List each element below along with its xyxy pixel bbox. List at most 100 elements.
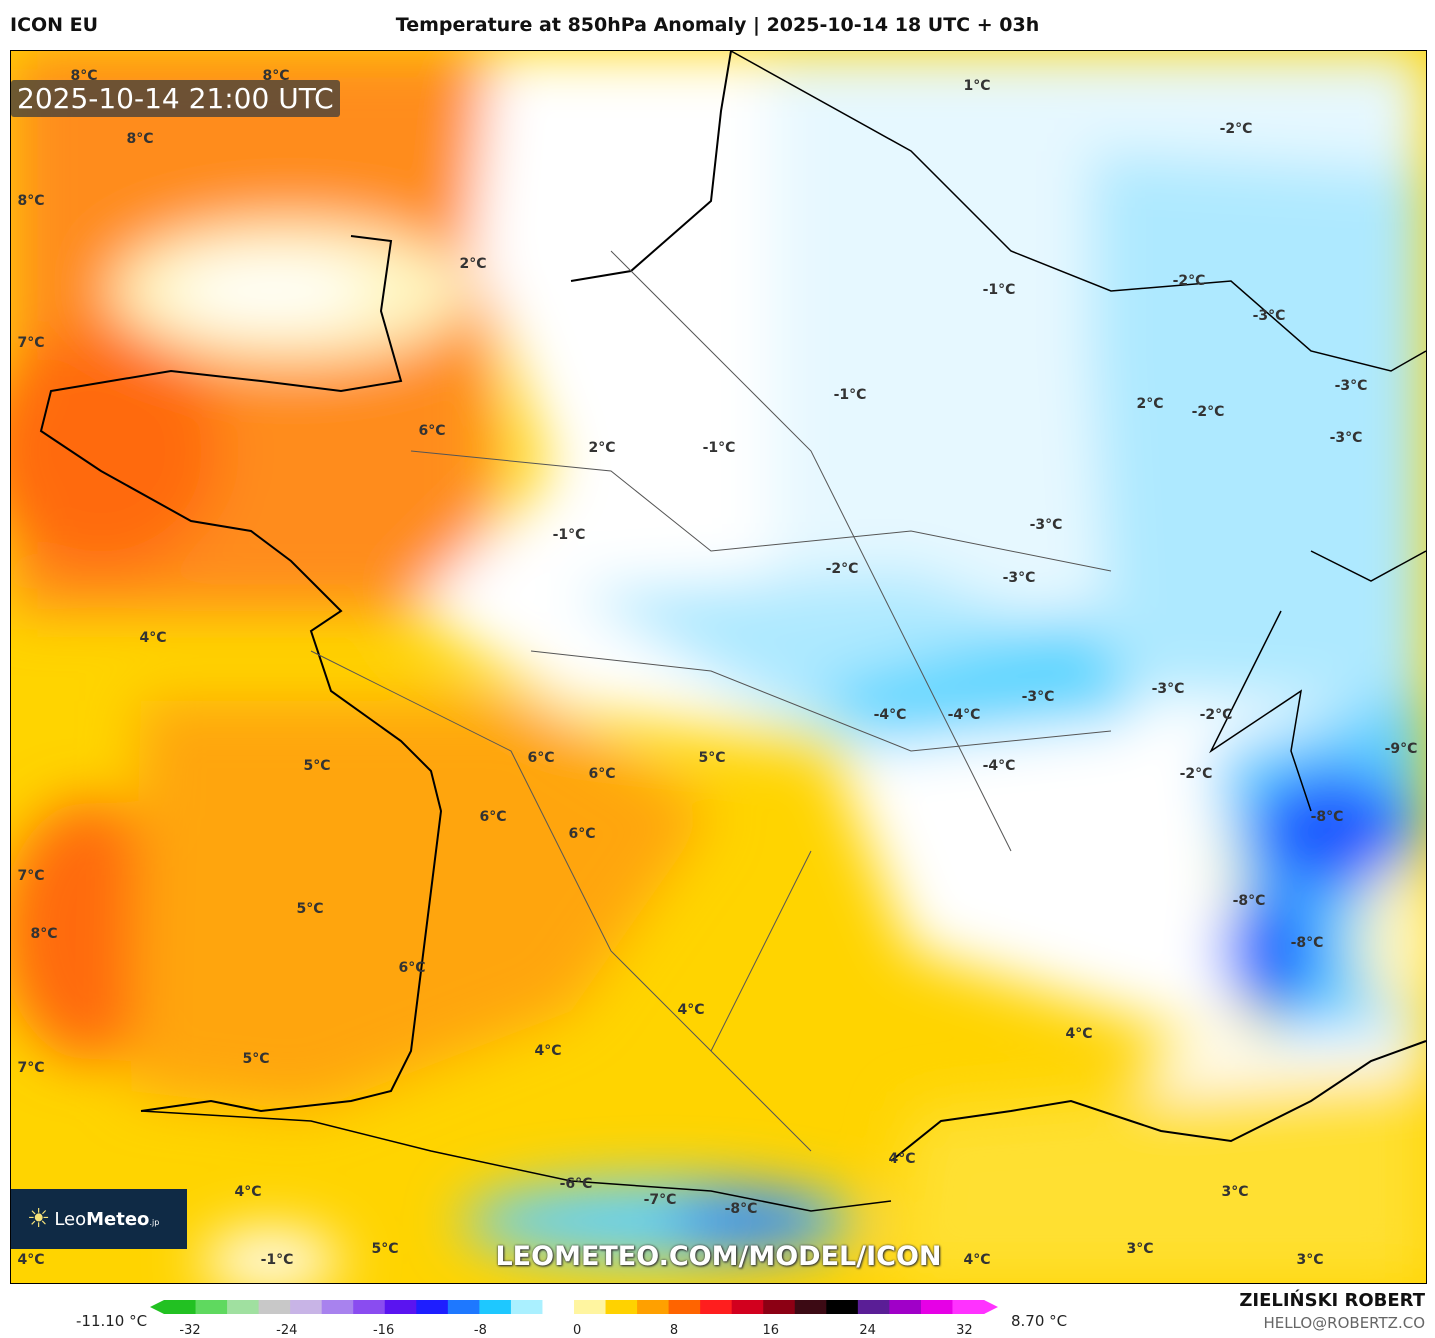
colorbar-swatch [542,1300,575,1314]
contour-label: -1°C [552,527,586,543]
contour-label: 3°C [1126,1241,1154,1257]
contour-label: 6°C [527,750,555,766]
contour-label: -3°C [1002,570,1036,586]
colorbar-tick-label: -24 [276,1323,298,1338]
sun-icon: ☀ [27,1204,51,1234]
chart-title: Temperature at 850hPa Anomaly | 2025-10-… [395,14,1040,36]
contour-label: 4°C [139,630,167,646]
contour-label: 1°C [963,78,991,94]
contour-label: 7°C [17,868,45,884]
contour-label: 6°C [398,960,426,976]
contour-label: 3°C [1296,1252,1324,1268]
contour-label: 8°C [30,926,58,942]
colorbar-tick-label: -8 [473,1323,487,1338]
contour-label: 2°C [588,440,616,456]
contour-label: -3°C [1151,681,1185,697]
colorbar-tick-label: 16 [762,1323,780,1338]
contour-label: 3°C [1221,1184,1249,1200]
region-borders [310,250,1112,1152]
logo-suffix: .jp [149,1217,160,1227]
colorbar-swatch [857,1300,890,1314]
contour-label: 8°C [126,131,154,147]
colorbar-max-label: 8.70 °C [1011,1312,1068,1330]
contour-label: 6°C [568,826,596,842]
contour-label: -9°C [1384,741,1418,757]
contour-label: -8°C [1232,893,1266,909]
colorbar-swatch [763,1300,796,1314]
contour-label: -4°C [873,707,907,723]
contour-label: 4°C [234,1184,262,1200]
contour-label: -4°C [982,758,1016,774]
model-name: ICON EU [10,14,99,36]
colorbar-min-label: -11.10 °C [76,1312,148,1330]
colorbar-swatch [227,1300,260,1314]
colorbar-swatch [920,1300,953,1314]
author-email: HELLO@ROBERTZ.CO [1263,1314,1425,1332]
colorbar-swatch [605,1300,638,1314]
contour-label: -6°C [559,1176,593,1192]
colorbar-tick-label: 32 [956,1323,973,1338]
colorbar-max-arrow [984,1300,998,1314]
contour-label: -1°C [260,1252,294,1268]
contour-label: -2°C [1219,121,1253,137]
colorbar-swatch [794,1300,827,1314]
colorbar-swatch [510,1300,543,1314]
colorbar-swatch [195,1300,228,1314]
colorbar-swatch [668,1300,701,1314]
contour-label: 4°C [1065,1026,1093,1042]
contour-label: -1°C [982,282,1016,298]
colorbar-swatch [416,1300,449,1314]
author-name: ZIELIŃSKI ROBERT [1239,1290,1425,1311]
colorbar-tick-label: -32 [179,1323,201,1338]
contour-label: -1°C [702,440,736,456]
colorbar-tick-label: 8 [669,1323,679,1338]
colorbar-min-arrow [150,1300,164,1314]
colorbar-swatch [826,1300,859,1314]
contour-label: 2°C [1136,396,1164,412]
contour-label: 6°C [479,809,507,825]
contour-label: -3°C [1029,517,1063,533]
contour-label: -3°C [1021,689,1055,705]
colorbar-swatch [700,1300,733,1314]
contour-label: -2°C [1172,273,1206,289]
contour-label: -3°C [1252,308,1286,324]
contour-label: 4°C [963,1252,991,1268]
contour-label: -8°C [724,1201,758,1217]
map-field [11,51,1426,1283]
mediterranean-coast [890,1040,1426,1162]
colorbar-swatch [574,1300,607,1314]
logo-bold: Meteo [86,1208,150,1230]
colorbar-swatch [952,1300,985,1314]
contour-label: 6°C [418,423,446,439]
colorbar-swatch [353,1300,386,1314]
contour-label: 4°C [677,1002,705,1018]
contour-label: -2°C [1199,707,1233,723]
contour-label: -1°C [833,387,867,403]
borders [140,51,1426,1212]
contour-label: 5°C [371,1241,399,1257]
colorbar-tick-label: 0 [573,1323,582,1338]
contour-label: 7°C [17,335,45,351]
contour-label: 2°C [459,256,487,272]
leometeo-logo[interactable]: ☀ Leo Meteo .jp [11,1189,187,1249]
contour-label: -2°C [1191,404,1225,420]
colorbar-swatch [889,1300,922,1314]
colorbar-swatch [447,1300,480,1314]
contour-label: 5°C [296,901,324,917]
logo-prefix: Leo [54,1208,87,1230]
contour-label: -3°C [1334,378,1368,394]
colorbar-swatch [479,1300,512,1314]
contour-label: -3°C [1329,430,1363,446]
colorbar-swatch [290,1300,323,1314]
colorbar-swatch [164,1300,197,1314]
colorbar [150,1300,998,1314]
colorbar-tick-label: -16 [372,1323,395,1338]
colorbar-swatch [637,1300,670,1314]
valid-time: 2025-10-14 21:00 UTC [11,80,340,117]
watermark-url: LEOMETEO.COM/MODEL/ICON [495,1241,942,1272]
coastline [39,51,732,1113]
contour-label: 7°C [17,1060,45,1076]
contour-label: 6°C [588,766,616,782]
contour-label: -2°C [825,561,859,577]
contour-label: 5°C [303,758,331,774]
